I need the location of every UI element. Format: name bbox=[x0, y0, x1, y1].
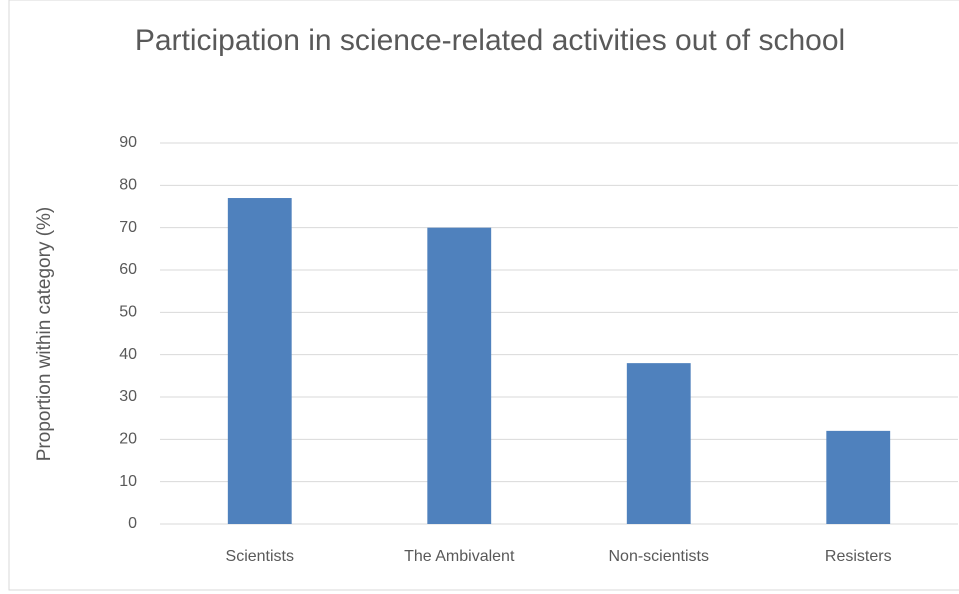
y-tick-label: 80 bbox=[119, 177, 137, 194]
x-tick-label: Scientists bbox=[226, 548, 294, 565]
y-tick-label: 50 bbox=[119, 304, 137, 321]
x-tick-label: The Ambivalent bbox=[404, 548, 515, 565]
y-tick-label: 30 bbox=[119, 388, 137, 405]
x-tick-label: Non-scientists bbox=[609, 548, 709, 565]
y-tick-label: 20 bbox=[119, 431, 137, 448]
y-axis-label: Proportion within category (%) bbox=[34, 207, 55, 462]
y-tick-label: 90 bbox=[119, 134, 137, 151]
bar bbox=[427, 227, 492, 524]
y-tick-label: 10 bbox=[119, 473, 137, 490]
x-tick-label: Resisters bbox=[825, 548, 892, 565]
y-tick-label: 60 bbox=[119, 261, 137, 278]
bar bbox=[626, 363, 691, 524]
y-tick-label: 70 bbox=[119, 219, 137, 236]
y-tick-label: 40 bbox=[119, 346, 137, 363]
chart-border bbox=[8, 0, 959, 591]
bar bbox=[826, 430, 891, 524]
bar bbox=[227, 198, 292, 525]
y-tick-label: 0 bbox=[128, 515, 137, 532]
chart-title: Participation in science-related activit… bbox=[134, 24, 846, 57]
